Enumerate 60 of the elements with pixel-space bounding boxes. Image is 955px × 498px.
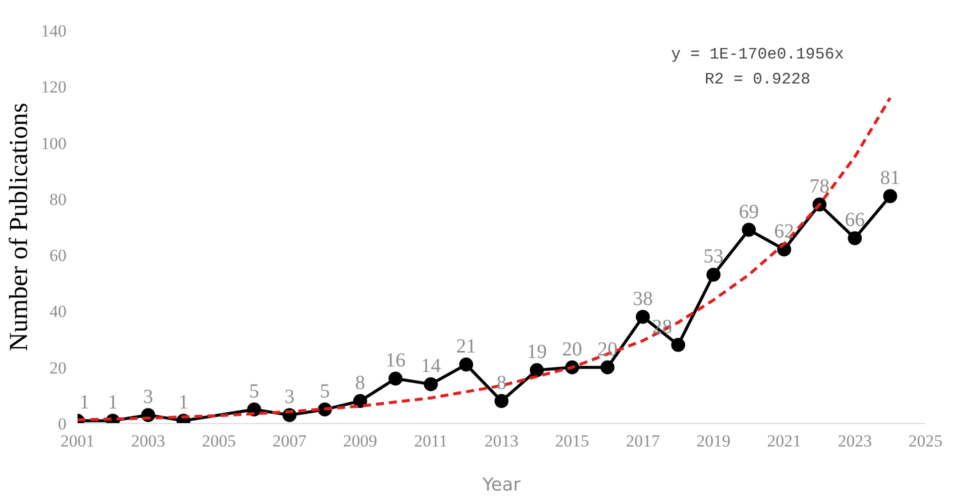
x-tick-label: 2007 <box>272 432 307 450</box>
point <box>671 338 686 352</box>
data-label: 14 <box>420 355 441 378</box>
point <box>494 394 508 408</box>
data-label: 8 <box>355 372 366 394</box>
x-tick-label: 2009 <box>343 432 378 450</box>
x-tick-label: 2013 <box>484 432 518 450</box>
x-tick-label: 2011 <box>414 432 448 450</box>
point <box>353 394 368 408</box>
x-axis-title: Year <box>481 474 522 496</box>
data-label: 78 <box>810 176 830 198</box>
point <box>636 310 650 324</box>
data-label: 53 <box>704 246 724 268</box>
data-label: 81 <box>880 167 900 190</box>
point <box>459 358 474 372</box>
data-label: 5 <box>320 380 330 402</box>
data-label: 38 <box>632 288 653 310</box>
data-label: 16 <box>386 350 406 372</box>
x-tick-label: 2021 <box>767 432 802 450</box>
y-tick-label: 20 <box>50 358 66 378</box>
x-tick-label: 2003 <box>131 432 166 450</box>
data-label: 1 <box>108 392 118 414</box>
y-tick-label: 80 <box>50 190 66 209</box>
point <box>883 189 898 204</box>
y-tick-label: 140 <box>41 22 66 40</box>
data-label: 66 <box>844 209 865 232</box>
point <box>706 268 720 282</box>
data-label: 3 <box>143 386 154 408</box>
point <box>530 363 544 378</box>
x-tick-label: 2015 <box>555 432 590 450</box>
point <box>742 222 756 237</box>
x-tick-label: 2001 <box>60 432 94 450</box>
y-tick-label: 0 <box>58 414 66 434</box>
annotation: R2 = 0.9228 <box>704 70 810 88</box>
x-tick-label: 2019 <box>696 432 730 450</box>
annotation: y = 1E-170e0.1956x <box>671 46 844 64</box>
data-label: 69 <box>738 200 759 223</box>
y-tick-label: 120 <box>41 78 66 97</box>
data-label: 8 <box>496 372 506 394</box>
data-label: 62 <box>774 220 794 242</box>
data-label: 20 <box>598 338 618 360</box>
x-tick-label: 2025 <box>908 432 942 450</box>
data-label: 1 <box>178 392 188 414</box>
y-axis-title: Number of Publications <box>4 102 33 352</box>
point <box>424 377 438 392</box>
y-tick-label: 40 <box>50 302 66 322</box>
x-tick-label: 2005 <box>202 432 236 450</box>
x-tick-label: 2023 <box>838 432 872 450</box>
data-label: 5 <box>249 380 260 402</box>
y-tick-label: 100 <box>41 134 66 153</box>
data-label: 3 <box>284 386 294 408</box>
y-tick-label: 60 <box>50 246 66 266</box>
data-label: 19 <box>526 341 547 364</box>
point <box>388 372 402 386</box>
point <box>600 360 614 374</box>
data-label: 20 <box>562 338 582 360</box>
point <box>848 231 862 246</box>
x-tick-label: 2017 <box>626 432 660 450</box>
data-label: 21 <box>456 336 476 358</box>
data-label: 1 <box>80 392 90 414</box>
